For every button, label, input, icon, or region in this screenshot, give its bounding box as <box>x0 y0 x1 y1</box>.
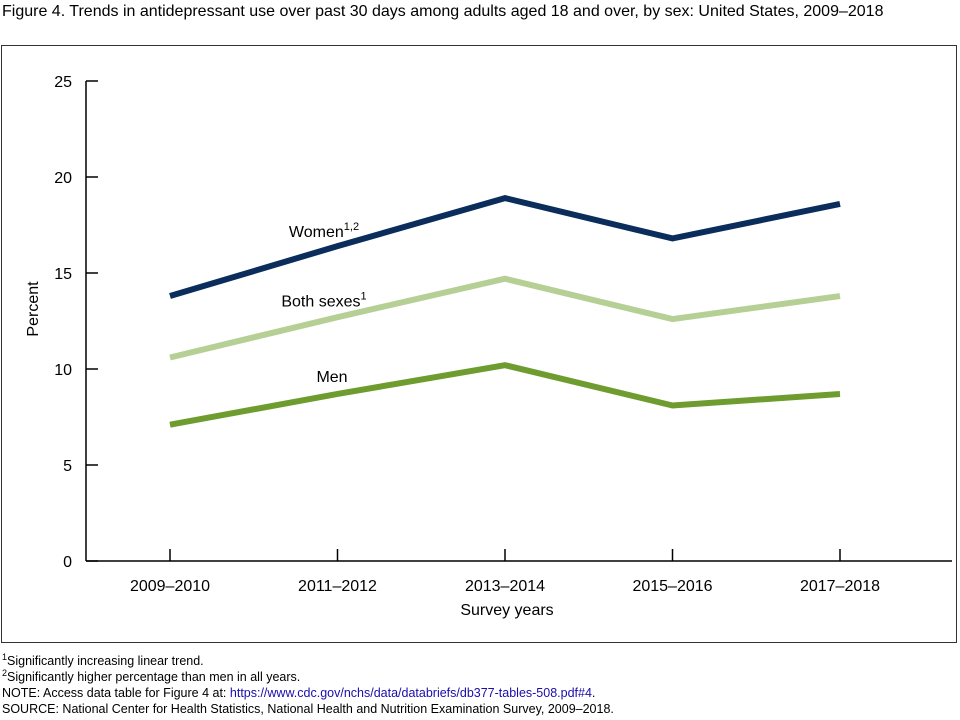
x-tick-label: 2017–2018 <box>800 578 880 595</box>
data-table-link[interactable]: https://www.cdc.gov/nchs/data/databriefs… <box>229 686 592 700</box>
source-line: SOURCE: National Center for Health Stati… <box>2 702 614 716</box>
line-chart: 0 5 10 15 20 25 2009–2010 2011–2012 2013–2014 201… <box>25 74 952 619</box>
footnote-1: 1Significantly increasing linear trend. <box>2 651 614 669</box>
y-tick-label: 20 <box>54 170 72 187</box>
chart-frame: 0 5 10 15 20 25 2009–2010 2011–2012 2013–2014 201… <box>1 45 957 643</box>
y-tick-label: 10 <box>54 362 72 379</box>
x-axis-title: Survey years <box>460 602 553 619</box>
series-line-both-sexes <box>169 275 841 361</box>
y-tick-label: 15 <box>54 266 72 283</box>
x-tick-label: 2015–2016 <box>632 578 712 595</box>
series-label: Women1,2 <box>289 221 359 241</box>
note-line: NOTE: Access data table for Figure 4 at:… <box>2 685 614 701</box>
footnote-2-text: Significantly higher percentage than men… <box>7 670 301 684</box>
series-label: Both sexes1 <box>281 290 366 310</box>
footnote-2-marker: 2 <box>2 667 8 678</box>
x-tick-label: 2009–2010 <box>130 578 210 595</box>
footnotes: 1Significantly increasing linear trend. … <box>2 651 614 717</box>
y-tick-label: 25 <box>54 74 72 91</box>
footnote-2: 2Significantly higher percentage than me… <box>2 667 614 685</box>
footnote-1-marker: 1 <box>2 651 8 662</box>
x-tick-label: 2011–2012 <box>298 578 377 595</box>
figure-title: Figure 4. Trends in antidepressant use o… <box>2 3 884 20</box>
y-axis-title: Percent <box>25 281 42 337</box>
footnote-1-text: Significantly increasing linear trend. <box>7 654 204 668</box>
note-prefix: NOTE: Access data table for Figure 4 at: <box>2 686 230 700</box>
y-tick-label: 5 <box>63 458 72 475</box>
note-suffix: . <box>591 686 596 700</box>
series-line-men <box>169 362 841 428</box>
y-tick-label: 0 <box>63 554 72 571</box>
series-label: Men <box>316 369 347 386</box>
x-tick-label: 2013–2014 <box>465 578 545 595</box>
